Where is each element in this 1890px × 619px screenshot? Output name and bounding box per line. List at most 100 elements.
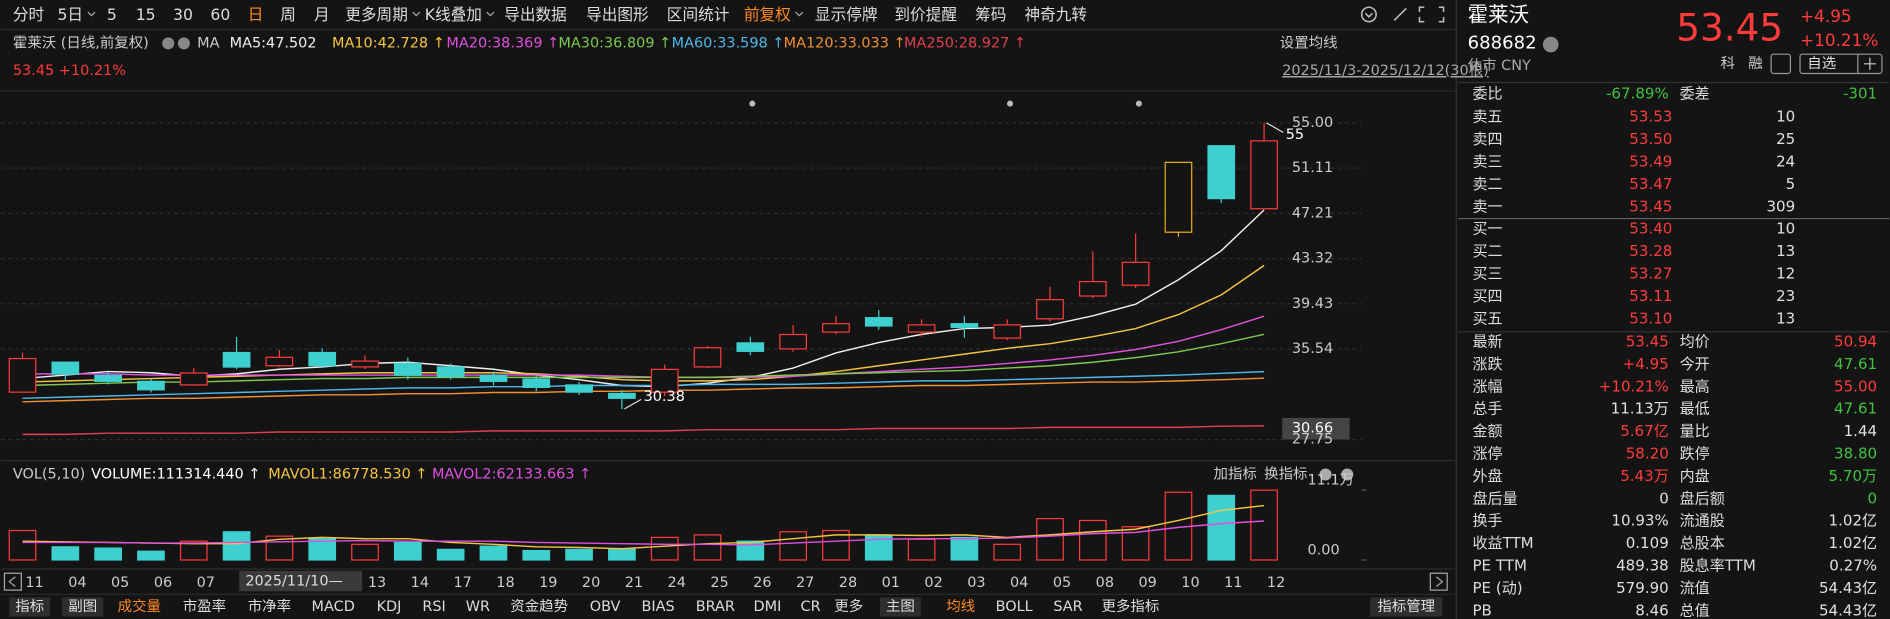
dropdown-icon [412,11,421,17]
quote-label: 最新 [1472,333,1502,351]
tab-item[interactable]: OBV [590,599,621,615]
tab-item[interactable]: RSI [422,599,445,615]
tab-item[interactable]: 指标 [15,598,44,615]
tab-item[interactable]: 更多 [834,598,863,615]
tab-item[interactable]: BIAS [642,599,675,615]
tab-item[interactable]: CR [800,599,820,615]
toolbar-item[interactable]: 到价提醒 [894,5,957,24]
toolbar-item[interactable]: 导出图形 [586,5,649,24]
volume-bar [308,538,337,561]
event-marker[interactable] [1007,100,1014,107]
tab-item[interactable]: 均线 [946,598,975,615]
book-label: 买三 [1472,264,1502,282]
settings-icon[interactable] [162,37,175,50]
candle-body [608,392,636,399]
ma-line [22,425,1265,436]
quote-label: 盘后量 [1472,489,1517,507]
add-indicator[interactable]: 加指标 [1214,465,1257,482]
alert-button[interactable] [1770,53,1792,75]
scroll-right[interactable] [1429,572,1448,591]
watchlist-label[interactable]: 自选 [1807,55,1836,72]
volume-tick-label: 0.00 [1307,542,1339,558]
quote-label: 量比 [1680,422,1710,440]
event-marker[interactable] [749,100,756,107]
tab-item[interactable]: 资金趋势 [510,598,568,615]
tab-item[interactable]: 副图 [68,598,97,615]
x-tick-label: 06 [154,575,172,591]
volume-bar [1078,519,1107,561]
close-icon[interactable] [1341,468,1354,481]
tab-box [62,597,104,617]
volume-bar [8,529,37,561]
quote-value: 53.45 [1626,333,1669,351]
ma-settings[interactable]: 设置均线 [1280,34,1338,51]
tab-item[interactable]: KDJ [377,599,402,615]
toolbar-item[interactable]: 60 [210,5,230,24]
tab-item[interactable]: SAR [1053,599,1082,615]
tab-item[interactable]: 成交量 [118,597,161,615]
tab-item[interactable]: MACD [312,599,355,615]
tab-item[interactable]: WR [466,599,490,615]
indicator-manage[interactable]: 指标管理 [1377,598,1435,615]
tab-item[interactable]: 更多指标 [1102,598,1160,615]
toolbar-item[interactable]: 30 [173,5,193,24]
scroll-buttons [3,572,1448,591]
max-label: 55 [1286,127,1304,143]
tab-item[interactable]: DMI [754,599,782,615]
toolbar-item[interactable]: 日 [248,5,264,24]
candle-body [308,351,337,367]
quote-label: 跌停 [1680,445,1710,463]
toolbar-item[interactable]: 月 [314,5,330,24]
quote-value: 47.61 [1834,400,1877,418]
ma-line [22,370,1265,400]
toolbar-item[interactable]: 周 [280,5,296,24]
close-icon[interactable] [177,37,190,50]
book-label: 买二 [1472,242,1502,260]
tab-item[interactable]: 市盈率 [183,598,226,615]
y-tick-label: 39.43 [1292,296,1333,312]
tab-item[interactable]: BRAR [696,599,735,615]
toolbar-item[interactable]: 神奇九转 [1024,5,1087,24]
x-tick-label: 25 [710,575,728,591]
candle-body [94,374,122,382]
book-label: 买四 [1472,287,1502,305]
toolbar-item[interactable]: 区间统计 [667,5,730,24]
toolbar-item[interactable]: 更多周期 [345,5,408,24]
tab-item[interactable]: 市净率 [248,598,291,615]
volume-bar [137,550,165,561]
book-label: 卖一 [1472,197,1502,215]
tab-item[interactable]: BOLL [996,599,1033,615]
book-price: 53.40 [1629,219,1672,237]
fullscreen-icon[interactable] [1418,6,1445,23]
scroll-left[interactable] [3,572,22,591]
switch-indicator[interactable]: 换指标 [1264,465,1307,482]
toolbar-item[interactable]: 5日 [57,5,83,24]
candle-body [1164,161,1193,233]
toolbar-item[interactable]: 5 [107,5,117,24]
toolbar-item[interactable]: 筹码 [975,5,1006,24]
collapse-icon[interactable] [1360,6,1377,23]
quote-value: 1.02亿 [1829,512,1878,530]
watch-button[interactable] [1799,53,1883,75]
tab-item[interactable]: 主图 [886,598,915,615]
volume-title: VOL(5,10) [13,466,85,482]
quote-label: 外盘 [1472,467,1502,485]
candle-body [950,323,979,329]
toolbar-item[interactable]: 分时 [13,5,45,24]
book-price: 53.11 [1629,287,1672,305]
draw-icon[interactable] [1393,7,1407,22]
info-icon[interactable] [1542,36,1559,53]
toolbar-item[interactable]: 导出数据 [504,5,567,24]
toolbar-item[interactable]: 15 [136,5,156,24]
book-price: 53.49 [1629,152,1672,170]
x-tick-label: 26 [753,575,771,591]
gear-icon[interactable] [1319,468,1332,481]
toolbar-item[interactable]: 前复权 [744,5,791,24]
quote-value: 10.93% [1611,512,1668,530]
toolbar-item[interactable]: 显示停牌 [815,5,878,24]
toolbar-item[interactable]: K线叠加 [425,5,482,24]
y-tick-label: 27.75 [1292,432,1333,448]
book-price: 53.27 [1629,264,1672,282]
event-marker[interactable] [1135,100,1142,107]
